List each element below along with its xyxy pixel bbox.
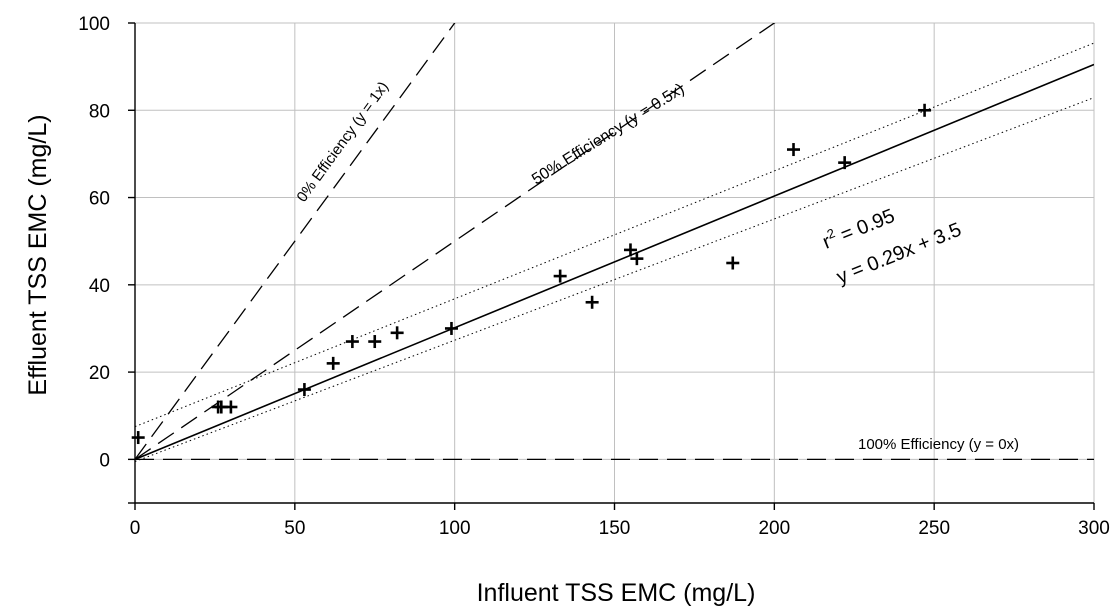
y-tick-label: 60 — [89, 189, 110, 210]
data-point — [918, 103, 932, 117]
data-point — [726, 256, 740, 270]
data-point — [390, 326, 404, 340]
y-tick-label: 0 — [99, 450, 110, 471]
confidence-bound-line — [135, 42, 1094, 428]
x-tick-label: 100 — [439, 518, 471, 539]
data-point — [630, 252, 644, 266]
data-point — [623, 243, 637, 257]
y-tick-label: 20 — [89, 363, 110, 384]
data-point — [368, 335, 382, 349]
data-point — [345, 335, 359, 349]
x-axis-title: Influent TSS EMC (mg/L) — [477, 579, 756, 607]
data-point — [131, 431, 145, 445]
y-tick-label: 100 — [78, 14, 110, 35]
tick-labels: 0 50 100 150 200 250 300 0 20 40 60 80 100 — [78, 14, 1110, 539]
regression-line-group — [135, 63, 1094, 461]
data-point — [585, 295, 599, 309]
x-tick-label: 200 — [758, 518, 790, 539]
x-tick-label: 300 — [1078, 518, 1110, 539]
data-point — [838, 156, 852, 170]
x-tick-label: 150 — [599, 518, 631, 539]
gridlines — [135, 22, 1095, 503]
regression-line — [135, 63, 1094, 461]
reference-lines — [135, 23, 1094, 461]
data-point — [224, 400, 238, 414]
x-tick-label: 0 — [130, 518, 141, 539]
data-point — [787, 143, 801, 157]
annotation-100pct-efficiency: 100% Efficiency (y = 0x) — [858, 436, 1019, 453]
x-tick-label: 50 — [284, 518, 305, 539]
data-point — [297, 383, 311, 397]
y-axis-title: Effluent TSS EMC (mg/L) — [24, 114, 52, 395]
data-point — [444, 321, 458, 335]
x-tick-label: 250 — [918, 518, 950, 539]
confidence-band — [135, 42, 1094, 463]
data-point — [553, 269, 567, 283]
data-points — [131, 103, 932, 445]
reference-line — [135, 23, 456, 460]
y-tick-label: 40 — [89, 276, 110, 297]
axes — [128, 22, 1095, 510]
y-tick-label: 80 — [89, 101, 110, 122]
data-point — [326, 356, 340, 370]
